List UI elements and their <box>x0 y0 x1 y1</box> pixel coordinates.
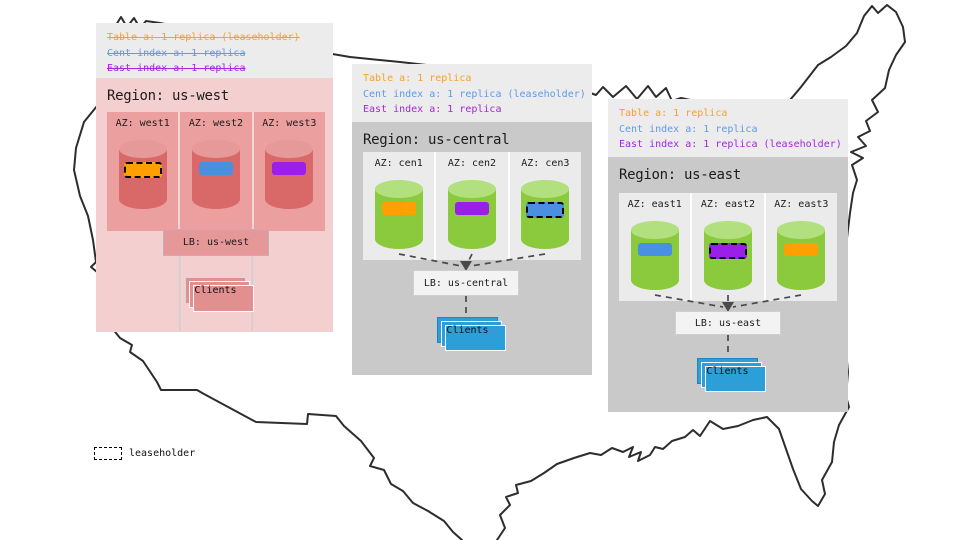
region-title: Region: us-west <box>107 88 229 104</box>
database-cylinder-icon <box>630 221 679 290</box>
clients-box-us-east: Clients <box>697 358 758 384</box>
database-cylinder-icon <box>191 140 240 209</box>
replica-chip <box>198 162 233 175</box>
database-cylinder-icon <box>265 140 314 209</box>
replica-chip <box>272 162 307 175</box>
az-cell-cen1: AZ: cen1 <box>363 152 437 260</box>
az-cell-cen3: AZ: cen3 <box>509 152 581 260</box>
az-cell-east1: AZ: east1 <box>619 193 693 301</box>
az-cell-west2: AZ: west2 <box>180 112 254 231</box>
clients-box-us-central: Clients <box>437 317 498 343</box>
replica-chip <box>123 162 162 178</box>
replica-chip <box>526 202 565 218</box>
az-label: AZ: east2 <box>700 199 756 210</box>
us-east-notes-box: Table a: 1 replica Cent index a: 1 repli… <box>608 99 848 157</box>
az-cell-east3: AZ: east3 <box>765 193 837 301</box>
region-title: Region: us-central <box>363 132 510 148</box>
az-label: AZ: cen3 <box>521 158 570 169</box>
az-cell-cen2: AZ: cen2 <box>436 152 510 260</box>
az-label: AZ: west2 <box>188 118 244 129</box>
us-west-notes-box: Table a: 1 replica (leaseholder) Cent in… <box>96 23 333 78</box>
database-cylinder-icon <box>374 180 423 249</box>
note-line: East index a: 1 replica <box>107 63 246 74</box>
az-label: AZ: cen2 <box>447 158 497 169</box>
database-cylinder-icon <box>118 140 167 209</box>
note-line: Table a: 1 replica <box>619 108 728 119</box>
leaseholder-swatch-icon <box>94 447 122 460</box>
database-cylinder-icon <box>777 221 826 290</box>
replica-chip <box>637 243 672 256</box>
note-line: Cent index a: 1 replica <box>619 123 758 135</box>
load-balancer-us-central: LB: us-central <box>413 270 519 296</box>
az-label: AZ: east3 <box>774 199 829 210</box>
load-balancer-us-west: LB: us-west <box>163 229 269 256</box>
az-cell-west3: AZ: west3 <box>253 112 325 231</box>
clients-box-us-west: Clients <box>185 277 246 304</box>
replica-chip <box>381 202 416 215</box>
az-label: AZ: west1 <box>115 118 170 129</box>
replica-chip <box>784 243 819 256</box>
us-west-az-row: AZ: west1 AZ: west2 AZ: west3 <box>107 112 325 231</box>
note-line: Table a: 1 replica (leaseholder) <box>107 32 300 43</box>
database-cylinder-icon <box>703 221 752 290</box>
us-central-notes-box: Table a: 1 replica Cent index a: 1 repli… <box>352 64 592 122</box>
note-line: East index a: 1 replica <box>363 104 502 115</box>
database-cylinder-icon <box>521 180 570 249</box>
az-cell-east2: AZ: east2 <box>692 193 766 301</box>
replica-chip <box>454 202 489 215</box>
replica-chip <box>708 243 747 259</box>
note-line: Table a: 1 replica <box>363 73 472 84</box>
az-cell-west1: AZ: west1 <box>107 112 181 231</box>
database-cylinder-icon <box>447 180 496 249</box>
az-label: AZ: west3 <box>262 118 317 129</box>
az-label: AZ: east1 <box>627 199 682 210</box>
legend-label: leaseholder <box>129 448 196 459</box>
us-east-az-row: AZ: east1 AZ: east2 AZ: east3 <box>619 193 837 301</box>
note-line: East index a: 1 replica (leaseholder) <box>619 139 842 150</box>
legend: leaseholder <box>94 447 195 460</box>
region-title: Region: us-east <box>619 167 741 183</box>
us-central-az-row: AZ: cen1 AZ: cen2 AZ: cen3 <box>363 152 581 260</box>
note-line: Cent index a: 1 replica (leaseholder) <box>363 88 586 100</box>
note-line: Cent index a: 1 replica <box>107 47 246 59</box>
load-balancer-us-east: LB: us-east <box>675 311 781 335</box>
az-label: AZ: cen1 <box>374 158 423 169</box>
